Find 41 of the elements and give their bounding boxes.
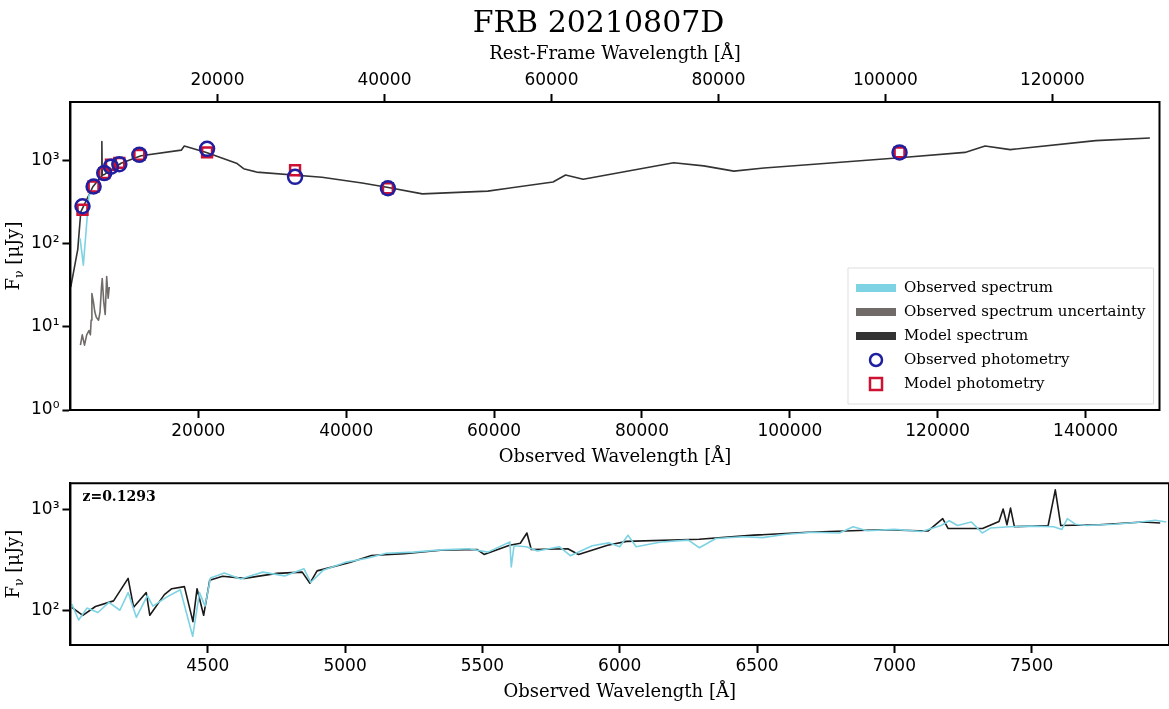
x-tick-label: 5500	[460, 654, 505, 675]
legend-label: Model spectrum	[904, 325, 1029, 344]
y-tick-label: 10²	[30, 598, 60, 619]
x-tick-label: 100000	[757, 419, 823, 440]
legend-label: Model photometry	[904, 373, 1046, 392]
y-tick-label: 10³	[30, 148, 60, 169]
x-tick-label: 5000	[323, 654, 367, 675]
point	[286, 168, 304, 186]
legend-label: Observed spectrum uncertainty	[904, 301, 1147, 320]
point	[74, 197, 91, 215]
x-tick-label: 120000	[905, 419, 971, 440]
x2-tick-label: 100000	[852, 69, 918, 90]
x-tick-label: 20000	[171, 419, 226, 440]
y-tick-label: 10²	[30, 231, 60, 252]
legend-label: Observed photometry	[904, 349, 1071, 368]
annotation: z=0.1293	[82, 487, 156, 504]
y-axis-title: Fν [μJy]	[1, 221, 26, 291]
x-tick-label: 4500	[186, 654, 230, 675]
x2-axis-title: Rest-Frame Wavelength [Å]	[489, 42, 741, 64]
x-tick-label: 7000	[872, 654, 916, 675]
x-tick-label: 80000	[614, 419, 670, 440]
point	[198, 140, 216, 158]
x-axis-title: Observed Wavelength [Å]	[503, 679, 736, 701]
y-tick-label: 10³	[30, 498, 60, 519]
y-tick-label: 10¹	[30, 315, 60, 336]
x-axis-title: Observed Wavelength [Å]	[498, 444, 732, 466]
x2-tick-label: 20000	[190, 69, 245, 90]
x-tick-label: 6500	[735, 654, 779, 675]
x2-tick-label: 60000	[524, 69, 579, 90]
x-tick-label: 6000	[598, 654, 642, 675]
chart-title: FRB 20210807D	[472, 3, 725, 39]
x2-tick-label: 120000	[1019, 69, 1085, 90]
y-tick-label: 10⁰	[30, 398, 60, 419]
x-tick-label: 40000	[319, 419, 374, 440]
x2-tick-label: 40000	[357, 69, 412, 90]
x-tick-label: 140000	[1053, 419, 1119, 440]
x-tick-label: 60000	[467, 419, 522, 440]
x2-tick-label: 80000	[691, 69, 746, 90]
x-tick-label: 7500	[1010, 654, 1054, 675]
legend-label: Observed spectrum	[904, 277, 1054, 296]
y-axis-title: Fν [μJy]	[1, 529, 26, 599]
